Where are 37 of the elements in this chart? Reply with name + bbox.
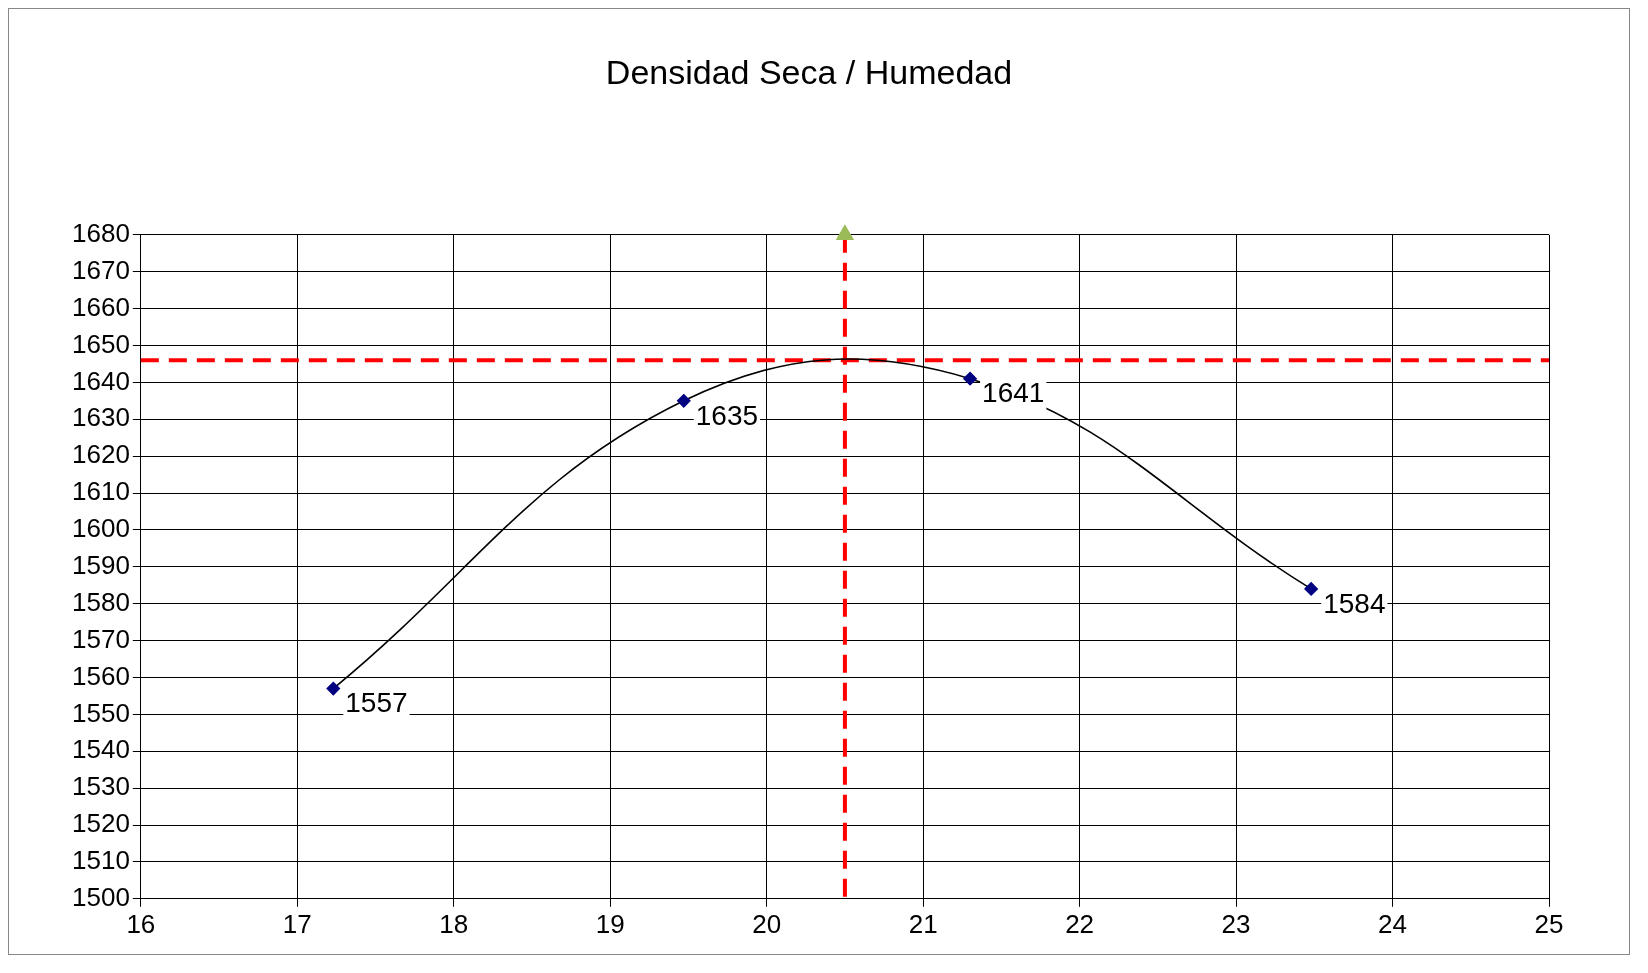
data-label: 1557 — [345, 687, 408, 719]
x-tick-label: 18 — [439, 908, 469, 939]
x-tick-label: 25 — [1534, 908, 1564, 939]
y-tick-label: 1630 — [72, 402, 130, 433]
y-tick-label: 1610 — [72, 476, 130, 507]
y-tick-label: 1650 — [72, 328, 130, 359]
y-tick-label: 1580 — [72, 586, 130, 617]
data-label: 1641 — [982, 377, 1045, 409]
y-tick-label: 1510 — [72, 845, 130, 876]
data-label: 1635 — [695, 399, 759, 431]
y-tick-label: 1520 — [72, 808, 130, 839]
x-tick-label: 20 — [752, 908, 782, 939]
y-tick-label: 1550 — [72, 697, 130, 728]
y-tick-label: 1530 — [72, 771, 130, 802]
data-label: 1584 — [1323, 587, 1386, 619]
y-tick-label: 1600 — [72, 513, 130, 544]
x-tick-label: 17 — [282, 908, 312, 939]
x-tick-label: 19 — [595, 908, 625, 939]
y-tick-label: 1620 — [72, 439, 130, 470]
y-tick-label: 1570 — [72, 623, 130, 654]
x-tick-label: 22 — [1065, 908, 1095, 939]
x-tick-label: 23 — [1221, 908, 1251, 939]
y-tick-label: 1660 — [72, 291, 130, 322]
point — [676, 394, 691, 408]
point — [963, 371, 977, 386]
y-tick-label: 1590 — [72, 549, 130, 580]
point — [1304, 582, 1318, 596]
x-tick-label: 21 — [908, 908, 938, 939]
x-tick-label: 24 — [1378, 908, 1407, 939]
y-tick-label: 1560 — [72, 660, 130, 691]
y-tick-label: 1680 — [72, 217, 130, 248]
point — [326, 681, 341, 696]
point — [836, 225, 854, 241]
y-tick-label: 1540 — [72, 734, 130, 765]
chart-title: Densidad Seca / Humedad — [605, 52, 1013, 91]
y-tick-label: 1670 — [72, 254, 130, 285]
y-tick-label: 1640 — [72, 365, 130, 396]
